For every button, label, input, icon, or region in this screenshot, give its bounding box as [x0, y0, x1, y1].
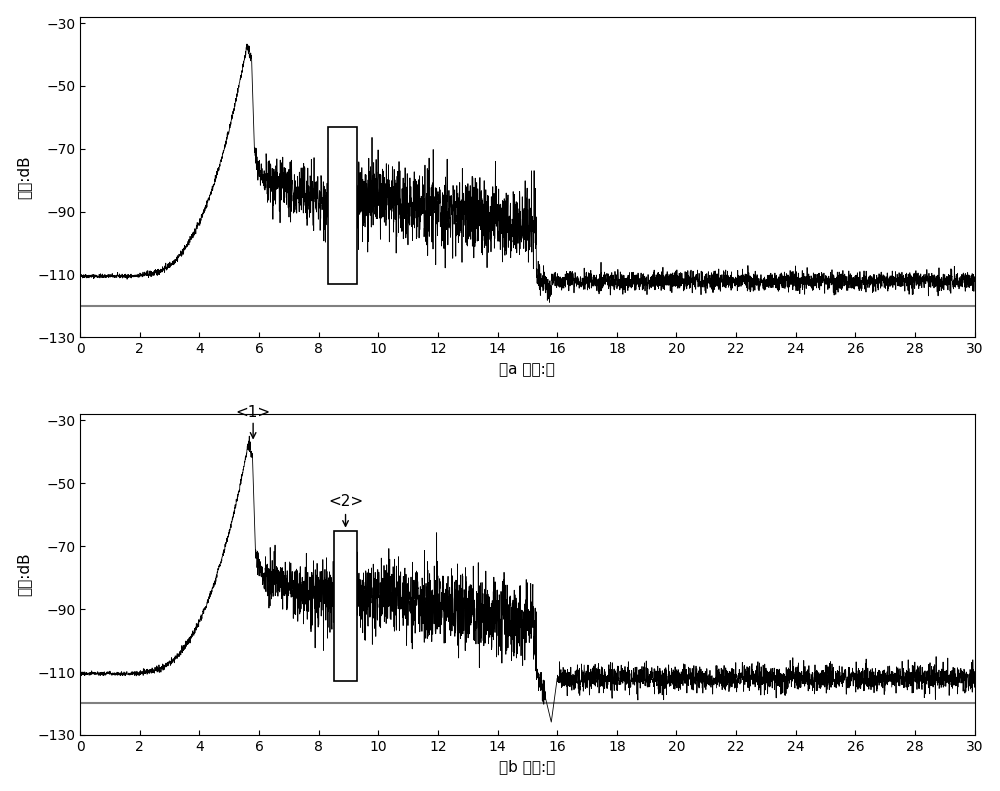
Bar	[334, 531, 357, 682]
Text: <2>: <2>	[328, 494, 363, 509]
Y-axis label: 幅度:dB: 幅度:dB	[17, 553, 32, 596]
Text: <1>: <1>	[236, 406, 271, 421]
Bar	[328, 127, 357, 284]
X-axis label: 图a 距离:米: 图a 距离:米	[499, 361, 555, 377]
Y-axis label: 幅度:dB: 幅度:dB	[17, 155, 32, 199]
X-axis label: 图b 距离:米: 图b 距离:米	[499, 759, 556, 774]
